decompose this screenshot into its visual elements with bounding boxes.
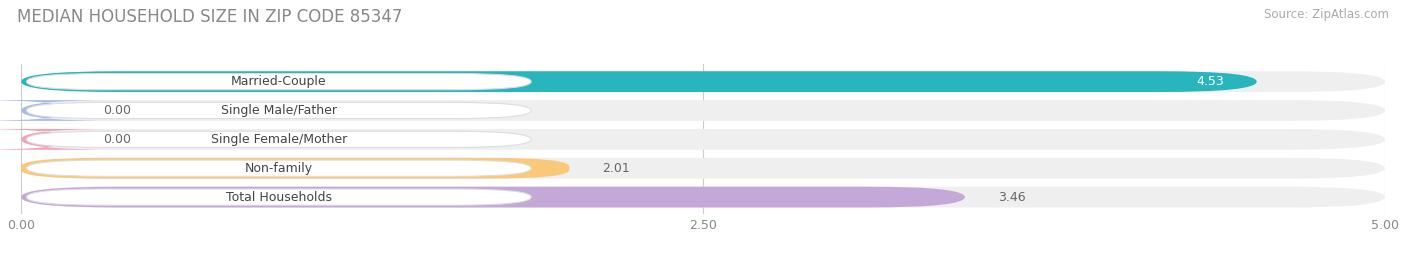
FancyBboxPatch shape — [0, 129, 120, 150]
FancyBboxPatch shape — [21, 158, 1385, 178]
Text: 4.53: 4.53 — [1197, 75, 1225, 88]
Text: 3.46: 3.46 — [998, 191, 1025, 204]
Text: 0.00: 0.00 — [103, 104, 131, 117]
FancyBboxPatch shape — [27, 131, 531, 147]
Text: 0.00: 0.00 — [103, 133, 131, 146]
FancyBboxPatch shape — [21, 100, 1385, 121]
Text: MEDIAN HOUSEHOLD SIZE IN ZIP CODE 85347: MEDIAN HOUSEHOLD SIZE IN ZIP CODE 85347 — [17, 8, 402, 26]
FancyBboxPatch shape — [27, 73, 531, 90]
Text: Single Male/Father: Single Male/Father — [221, 104, 337, 117]
FancyBboxPatch shape — [27, 102, 531, 119]
FancyBboxPatch shape — [0, 100, 120, 121]
FancyBboxPatch shape — [27, 160, 531, 176]
FancyBboxPatch shape — [21, 71, 1385, 92]
FancyBboxPatch shape — [21, 158, 569, 178]
FancyBboxPatch shape — [21, 71, 1257, 92]
Text: Non-family: Non-family — [245, 162, 314, 175]
FancyBboxPatch shape — [27, 189, 531, 205]
FancyBboxPatch shape — [21, 187, 1385, 207]
Text: Married-Couple: Married-Couple — [231, 75, 326, 88]
FancyBboxPatch shape — [21, 129, 1385, 150]
FancyBboxPatch shape — [21, 187, 965, 207]
Text: 2.01: 2.01 — [602, 162, 630, 175]
Text: Single Female/Mother: Single Female/Mother — [211, 133, 347, 146]
Text: Source: ZipAtlas.com: Source: ZipAtlas.com — [1264, 8, 1389, 21]
Text: Total Households: Total Households — [226, 191, 332, 204]
